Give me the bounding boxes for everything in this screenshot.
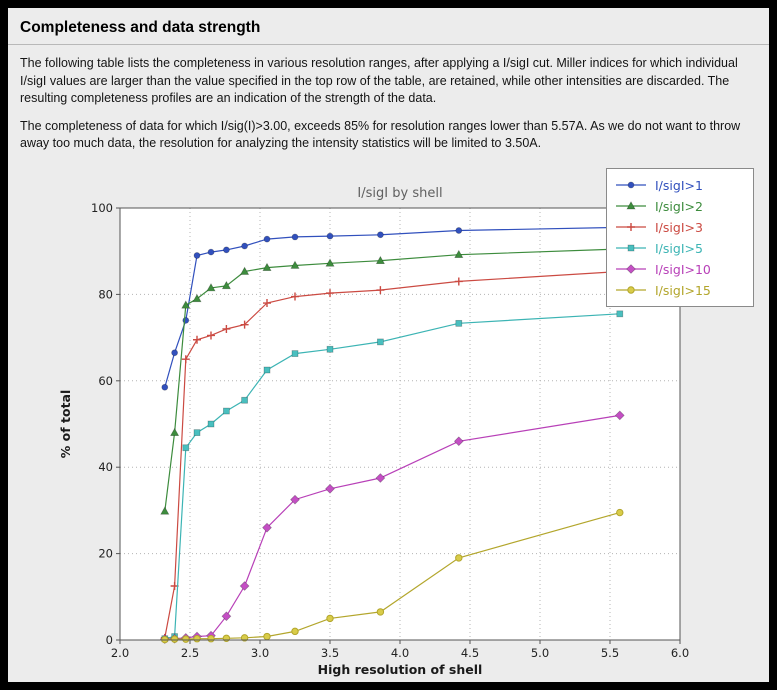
- legend-item: I/sigI>1: [615, 176, 741, 194]
- legend-item: I/sigI>10: [615, 260, 741, 278]
- legend-item: I/sigI>3: [615, 218, 741, 236]
- svg-text:3.0: 3.0: [251, 646, 269, 660]
- svg-text:2.5: 2.5: [181, 646, 199, 660]
- completeness-chart: 2.0 2.5 3.0 3.5 4.0 4.5 5.0 5.5 6.0 0 20 40 60 80 100 …: [56, 178, 716, 682]
- svg-text:80: 80: [98, 287, 113, 301]
- legend-marker-plus-icon: [616, 223, 646, 231]
- legend-item: I/sigI>2: [615, 197, 741, 215]
- legend-label: I/sigI>1: [655, 177, 703, 193]
- legend-marker-circle-open-icon: [616, 286, 646, 294]
- legend-label: I/sigI>2: [655, 198, 703, 214]
- x-axis-label: High resolution of shell: [318, 662, 483, 677]
- legend-marker-square-icon: [616, 244, 646, 252]
- legend-label: I/sigI>10: [655, 261, 711, 277]
- legend-item: I/sigI>15: [615, 281, 741, 299]
- legend-marker-triangle-icon: [616, 201, 646, 210]
- svg-text:5.5: 5.5: [601, 646, 619, 660]
- report-page: Completeness and data strength The follo…: [8, 8, 769, 682]
- y-axis-label: % of total: [58, 390, 73, 459]
- chart-title: I/sigI by shell: [357, 186, 442, 201]
- svg-text:2.0: 2.0: [111, 646, 129, 660]
- chart-canvas: 2.0 2.5 3.0 3.5 4.0 4.5 5.0 5.5 6.0020406080100 …: [58, 186, 689, 677]
- svg-text:100: 100: [91, 201, 113, 215]
- svg-text:0: 0: [106, 633, 113, 647]
- svg-text:3.5: 3.5: [321, 646, 339, 660]
- chart-legend: I/sigI>1 I/sigI>2 I/sigI>3 I/sigI>5 I/sigI>1…: [606, 168, 754, 307]
- svg-text:4.0: 4.0: [391, 646, 409, 660]
- legend-marker-diamond-icon: [616, 264, 646, 274]
- svg-text:4.5: 4.5: [461, 646, 479, 660]
- legend-item: I/sigI>5: [615, 239, 741, 257]
- series-i-sigi-15: [161, 508, 624, 644]
- svg-text:5.0: 5.0: [531, 646, 549, 660]
- conclusion-paragraph: The completeness of data for which I/sig…: [20, 118, 741, 151]
- svg-text:20: 20: [98, 547, 113, 561]
- svg-text:6.0: 6.0: [671, 646, 689, 660]
- title-divider: [8, 44, 769, 45]
- axis-ticks: 2.0 2.5 3.0 3.5 4.0 4.5 5.0 5.5 6.0 0 20 40 60 80 100: [91, 201, 689, 660]
- legend-label: I/sigI>5: [655, 240, 703, 256]
- legend-marker-circle-icon: [616, 181, 646, 189]
- intro-paragraph: The following table lists the completene…: [20, 56, 738, 105]
- legend-label: I/sigI>3: [655, 219, 703, 235]
- svg-text:60: 60: [98, 374, 113, 388]
- series-i-sigi-2: [160, 244, 625, 515]
- legend-label: I/sigI>15: [655, 282, 711, 298]
- svg-text:40: 40: [98, 460, 113, 474]
- series-i-sigi-1: [161, 224, 624, 391]
- page-title: Completeness and data strength: [20, 19, 261, 36]
